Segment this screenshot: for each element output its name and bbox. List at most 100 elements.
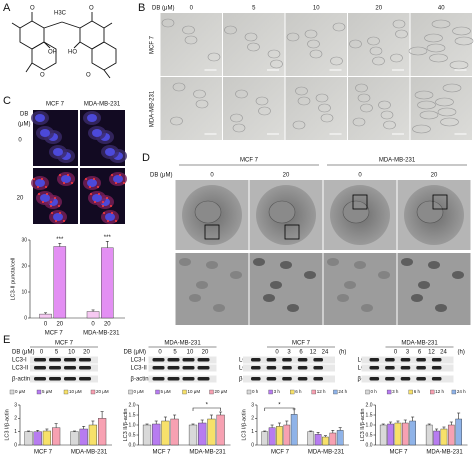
bar xyxy=(79,428,88,446)
blot-title: MDA-MB-231 xyxy=(401,341,438,347)
band xyxy=(400,366,411,370)
panel-label: A xyxy=(3,2,11,14)
blot-title: MCF 7 xyxy=(292,341,311,347)
panel-label: E xyxy=(3,334,10,346)
band xyxy=(416,377,426,381)
x-tick-label: 20 xyxy=(56,322,63,328)
band xyxy=(34,358,46,362)
legend-label: 5 μM xyxy=(161,389,171,394)
band xyxy=(416,358,426,362)
cell xyxy=(355,83,368,93)
bar xyxy=(53,246,67,319)
band xyxy=(369,358,380,362)
cell xyxy=(429,53,448,63)
puncta xyxy=(51,212,53,214)
row-label: 20 xyxy=(17,196,24,202)
cell xyxy=(449,60,469,70)
y-tick-label: 0 xyxy=(24,315,27,321)
cell xyxy=(170,116,183,126)
cell xyxy=(235,89,248,99)
lane-label: 10 xyxy=(187,350,194,356)
legend-swatch xyxy=(36,389,42,395)
puncta xyxy=(37,186,39,188)
y-tick-label: 0 xyxy=(251,442,254,448)
cell xyxy=(184,35,198,45)
legend-swatch xyxy=(209,389,214,395)
bar xyxy=(409,420,416,446)
cell xyxy=(419,110,439,120)
band xyxy=(266,377,277,381)
legend-label: 10 μM xyxy=(69,389,82,394)
puncta xyxy=(115,182,117,184)
lane-label: 24 xyxy=(322,350,329,356)
bar xyxy=(52,427,61,446)
bar xyxy=(268,427,276,446)
micrograph xyxy=(285,77,347,140)
y-axis-label: LC3 II/β-actin xyxy=(360,409,366,442)
band xyxy=(49,358,61,362)
y-tick-label: 1.5 xyxy=(366,412,373,418)
band xyxy=(282,377,292,381)
row-label: LC3-II xyxy=(12,366,29,372)
lane-label: 12 xyxy=(428,350,435,356)
x-tick-label: 0 xyxy=(91,322,95,328)
legend-label: 3 h xyxy=(392,389,399,394)
bar xyxy=(394,422,402,446)
cell xyxy=(304,29,318,39)
column-label: MDA-MB-231 xyxy=(84,102,121,108)
cell xyxy=(408,46,428,56)
organelle xyxy=(179,258,191,266)
puncta xyxy=(45,186,47,188)
cell xyxy=(172,82,186,92)
legend-swatch xyxy=(63,389,69,395)
organelle xyxy=(418,281,430,289)
bar xyxy=(433,430,440,446)
row-label: 0 xyxy=(18,138,22,144)
band xyxy=(385,366,395,370)
puncta xyxy=(59,212,61,214)
puncta xyxy=(106,197,108,199)
puncta xyxy=(58,205,60,207)
band xyxy=(431,358,442,362)
y-axis-label: LC3 II/β-actin xyxy=(123,409,129,442)
bar xyxy=(101,247,114,319)
chemical-structure xyxy=(11,12,117,79)
significance-bracket xyxy=(264,407,295,411)
cell xyxy=(267,49,281,59)
cell xyxy=(244,32,258,42)
bar xyxy=(24,431,33,446)
y-tick-label: 2 xyxy=(14,416,17,422)
legend-swatch xyxy=(386,389,392,395)
lane-label: 20 xyxy=(83,350,90,356)
cell xyxy=(315,93,329,103)
micrograph xyxy=(348,77,410,140)
band xyxy=(313,358,323,362)
cell xyxy=(395,29,408,39)
organelle xyxy=(327,258,339,266)
row-label: LC3-II xyxy=(131,366,148,372)
nucleus xyxy=(416,200,444,224)
column-label: 0 xyxy=(190,6,194,12)
cell xyxy=(207,52,221,62)
organelle xyxy=(337,294,349,302)
nucleus xyxy=(87,114,97,122)
band xyxy=(197,358,210,362)
band xyxy=(197,377,210,381)
puncta xyxy=(98,193,100,195)
legend-label: 0 μM xyxy=(134,389,144,394)
puncta xyxy=(41,178,43,180)
legend-label: 0 h xyxy=(252,389,259,394)
legend-swatch xyxy=(408,389,413,395)
row-label: LC3-I xyxy=(131,358,146,364)
band xyxy=(152,366,165,370)
x-category-label: MDA-MB-231 xyxy=(308,450,345,456)
atom-label: O xyxy=(30,6,35,12)
bar xyxy=(86,311,100,319)
organelle xyxy=(354,261,366,269)
column-label: 0 xyxy=(210,173,214,179)
puncta xyxy=(85,178,87,180)
cell xyxy=(412,124,431,134)
bar xyxy=(207,418,216,446)
y-tick-label: 1.5 xyxy=(129,412,136,418)
